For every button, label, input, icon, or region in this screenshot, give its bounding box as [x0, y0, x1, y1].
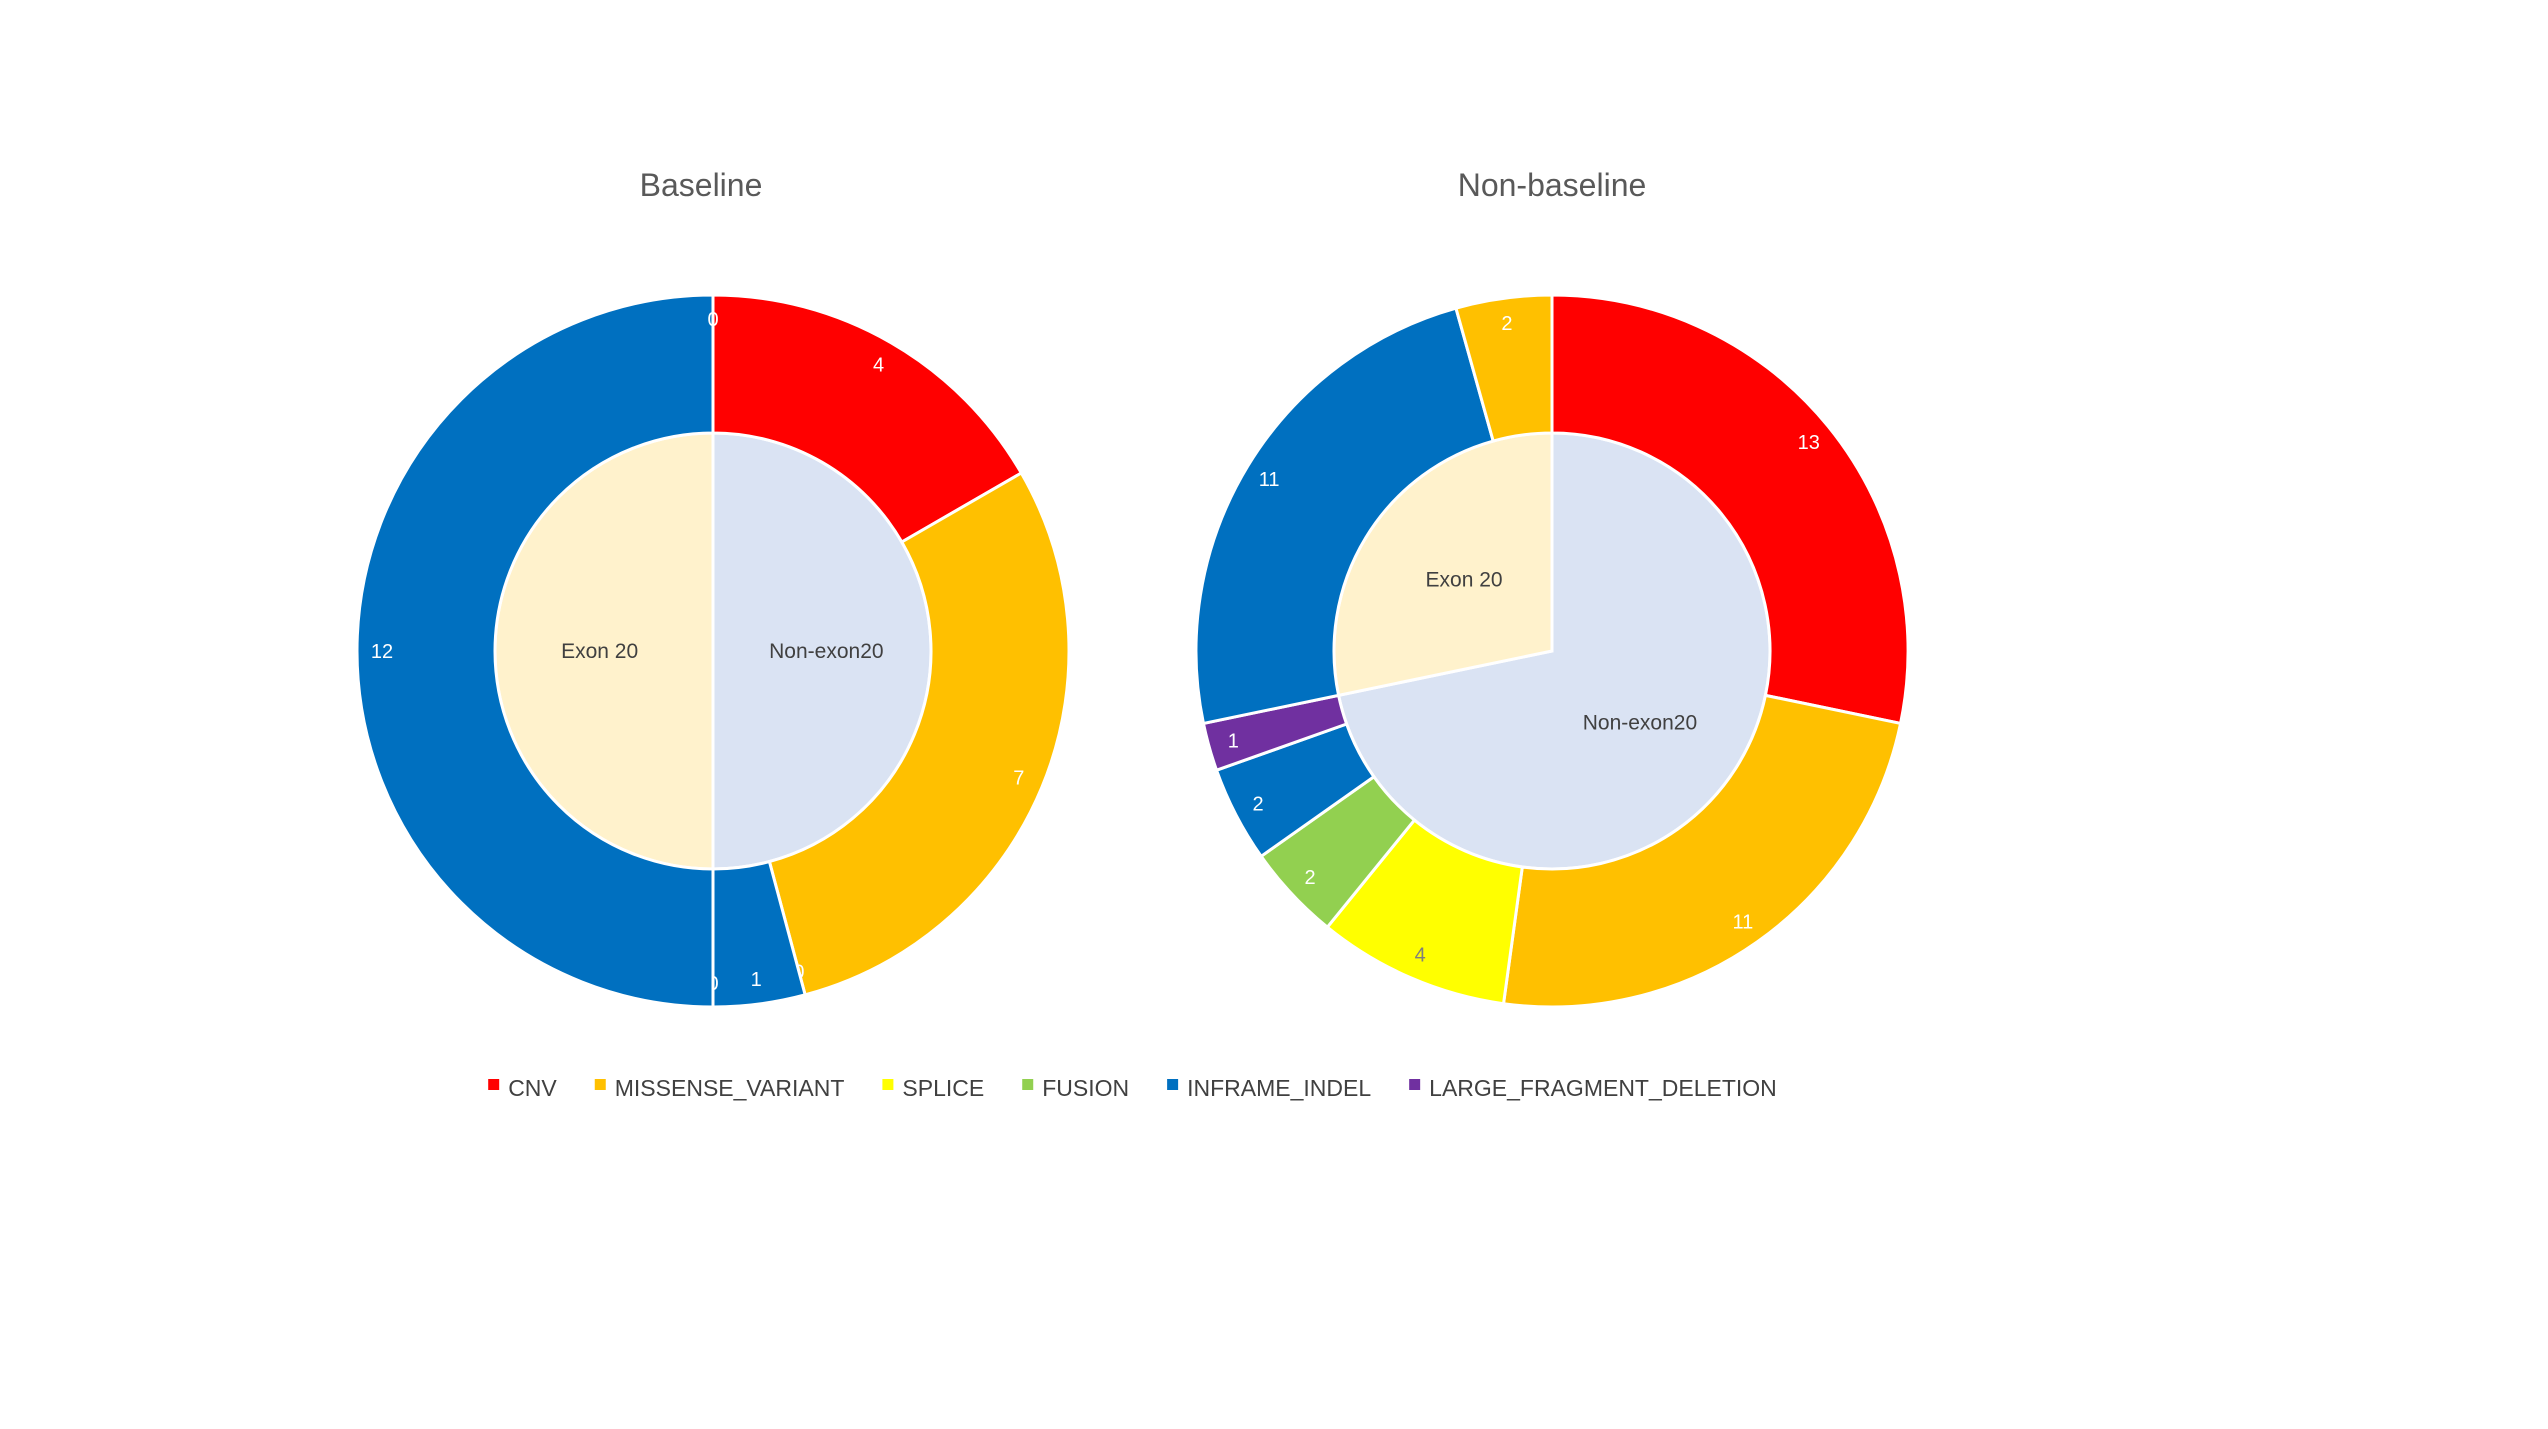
- outer-slice-data-label: 1: [1228, 730, 1239, 752]
- outer-slice-data-label: 4: [1415, 945, 1426, 967]
- legend-item-missense-variant: MISSENSE_VARIANT: [594, 1075, 845, 1101]
- legend-item-fusion: FUSION: [1022, 1075, 1129, 1101]
- outer-slice-inframe-indel: [355, 293, 715, 1009]
- outer-slice-data-label: 4: [873, 354, 884, 376]
- legend-label: LARGE_FRAGMENT_DELETION: [1429, 1075, 1777, 1101]
- chart-title-non-baseline: Non-baseline: [1458, 167, 1647, 203]
- inner-slice-label: Non-exon20: [769, 640, 883, 663]
- outer-slice-data-label: 0: [707, 309, 718, 331]
- outer-slice-data-label: 11: [1259, 469, 1280, 491]
- legend-swatch: [488, 1079, 500, 1090]
- outer-slice-data-label: 13: [1798, 432, 1820, 454]
- outer-slice-missense-variant: [1501, 693, 1903, 1009]
- outer-slice-cnv: [711, 293, 1024, 545]
- legend-swatch: [1409, 1079, 1421, 1090]
- legend-swatch: [594, 1079, 606, 1090]
- legend: CNV MISSENSE_VARIANT SPLICE FUSION INFRAME_I…: [488, 1075, 1777, 1101]
- outer-slice-data-label: 1: [751, 969, 762, 991]
- outer-slice-data-label: 2: [1253, 793, 1264, 815]
- outer-slice-missense-variant: [767, 470, 1071, 997]
- legend-item-inframe-indel: INFRAME_INDEL: [1167, 1075, 1371, 1101]
- legend-item-splice: SPLICE: [882, 1075, 984, 1101]
- outer-slice-cnv: [1550, 293, 1910, 726]
- outer-slice-inframe-indel: [1194, 306, 1496, 726]
- inner-slice-label: Exon 20: [561, 640, 638, 663]
- inner-slice-label: Exon 20: [1426, 568, 1503, 591]
- outer-slice-missense-variant: [1454, 293, 1554, 443]
- legend-label: CNV: [508, 1075, 557, 1101]
- chart-title-baseline: Baseline: [640, 167, 763, 203]
- legend-label: MISSENSE_VARIANT: [615, 1075, 845, 1101]
- legend-item-large-fragment-deletion: LARGE_FRAGMENT_DELETION: [1409, 1075, 1777, 1101]
- legend-swatch: [882, 1079, 894, 1090]
- legend-item-cnv: CNV: [488, 1075, 557, 1101]
- inner-slice-label: Non-exon20: [1583, 712, 1697, 735]
- legend-label: INFRAME_INDEL: [1187, 1075, 1371, 1101]
- legend-label: SPLICE: [902, 1075, 984, 1101]
- outer-slice-data-label: 2: [1305, 867, 1316, 889]
- outer-slice-data-label: 2: [1501, 313, 1512, 335]
- legend-label: FUSION: [1042, 1075, 1129, 1101]
- outer-slice-data-label: 11: [1732, 911, 1753, 933]
- outer-slice-data-label: 12: [371, 641, 393, 663]
- legend-swatch: [1022, 1079, 1034, 1090]
- outer-slice-data-label: 7: [1013, 768, 1024, 790]
- legend-swatch: [1167, 1079, 1179, 1090]
